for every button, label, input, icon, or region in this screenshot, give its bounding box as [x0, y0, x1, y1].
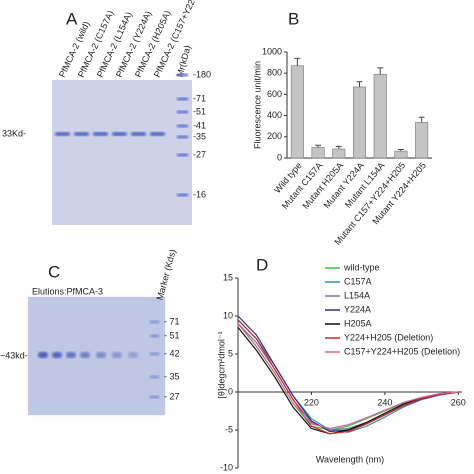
marker-label: - 71 — [164, 316, 180, 326]
error-bar — [315, 144, 322, 148]
y-tick-label: 1000 — [262, 46, 282, 56]
y-tick-label: 10 — [223, 310, 233, 320]
protein-band — [96, 352, 106, 358]
marker-label: - 27 — [164, 391, 180, 401]
marker-band — [177, 73, 188, 77]
marker-label: -16 — [193, 189, 206, 199]
protein-band — [150, 132, 165, 136]
band-label: 33Kd- — [2, 128, 26, 138]
error-bar — [294, 57, 301, 66]
marker-title: Mr(kDa) — [175, 44, 193, 78]
x-tick-label: 220 — [304, 397, 319, 407]
marker-label: -180 — [193, 69, 211, 79]
marker-label: -27 — [193, 149, 206, 159]
x-tick-label: 260 — [451, 397, 466, 407]
protein-band — [74, 132, 89, 136]
protein-band — [93, 132, 108, 136]
error-bar — [335, 145, 342, 149]
marker-band — [150, 334, 159, 338]
marker-band — [177, 135, 188, 139]
bar — [415, 122, 429, 159]
bar — [290, 65, 304, 159]
bar — [332, 148, 346, 159]
y-tick-label: 800 — [267, 68, 282, 78]
bar — [352, 86, 367, 159]
bar — [311, 147, 325, 159]
protein-band — [131, 132, 146, 136]
legend-label: wild-type — [343, 262, 380, 272]
error-bar — [397, 149, 404, 152]
marker-label: -41 — [193, 120, 206, 130]
error-bar — [377, 67, 384, 75]
legend-label: L154A — [344, 290, 370, 300]
panel-letter: A — [66, 9, 78, 28]
x-tick-label: 240 — [377, 397, 392, 407]
y-tick-label: -10 — [220, 462, 233, 472]
marker-band — [177, 193, 188, 197]
marker-band — [177, 124, 188, 128]
y-tick-label: 400 — [267, 110, 282, 120]
protein-band — [112, 352, 122, 358]
marker-band — [150, 375, 159, 379]
error-bar — [418, 116, 425, 123]
marker-label: -51 — [193, 106, 206, 116]
protein-band — [52, 352, 62, 358]
marker-label: - 35 — [164, 371, 180, 381]
y-tick-label: 200 — [267, 131, 282, 141]
protein-band — [66, 352, 76, 358]
y-axis-label: Fluorescence unit/min — [252, 61, 262, 149]
panel-letter: C — [48, 262, 60, 281]
y-tick-label: 0 — [277, 152, 282, 162]
marker-label: - 51 — [164, 330, 180, 340]
error-bar — [356, 81, 363, 87]
line-series — [237, 319, 459, 435]
y-tick-label: 15 — [223, 272, 233, 282]
panel-letter: B — [288, 9, 299, 28]
marker-band — [150, 352, 159, 356]
legend-label: H205A — [344, 318, 372, 328]
protein-band — [55, 132, 70, 136]
y-tick-label: 600 — [267, 89, 282, 99]
band-label: ~43kd- — [0, 350, 28, 360]
protein-band — [128, 352, 138, 358]
panel-letter: D — [256, 255, 268, 274]
marker-band — [150, 395, 159, 399]
line-series — [237, 323, 459, 430]
x-axis-label: Wavelength (nm) — [316, 454, 384, 464]
legend-label: Y224+H205 (Deletion) — [344, 332, 433, 342]
marker-band — [150, 320, 159, 324]
marker-band — [177, 97, 188, 101]
marker-band — [177, 110, 188, 114]
bar — [394, 150, 408, 159]
protein-band — [112, 132, 127, 136]
y-tick-label: -5 — [225, 424, 233, 434]
marker-title: Marker (Kds) — [155, 248, 178, 301]
line-series — [237, 327, 459, 435]
marker-label: -35 — [193, 131, 206, 141]
protein-band — [38, 352, 48, 358]
bar — [373, 73, 387, 159]
y-tick-label: 0 — [228, 386, 233, 396]
gel-image — [52, 80, 192, 225]
marker-label: -71 — [193, 93, 206, 103]
y-tick-label: 5 — [228, 348, 233, 358]
y-axis-label: [θ]degcm²dmol⁻¹ — [216, 331, 226, 398]
protein-band — [80, 352, 90, 358]
gel-title: Elutions:PfMCA-3 — [32, 286, 103, 296]
marker-label: - 42 — [164, 348, 180, 358]
legend-label: C157A — [344, 276, 372, 286]
legend-label: Y224A — [344, 304, 371, 314]
legend-label: C157+Y224+H205 (Deletion) — [344, 346, 460, 356]
marker-band — [177, 153, 188, 157]
